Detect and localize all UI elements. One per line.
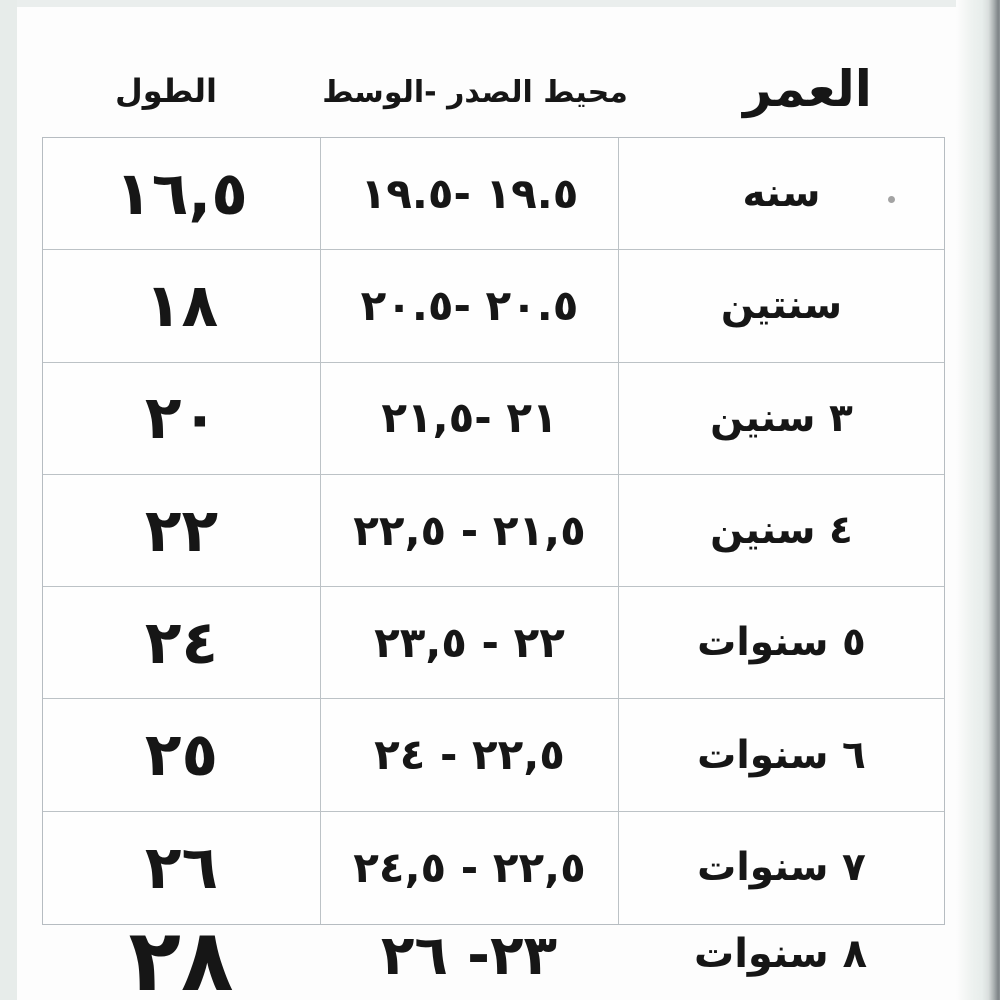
chest-waist-range-cell: ٢٢,٥ - ٢٤: [321, 699, 619, 812]
column-header-age: العمر: [743, 60, 872, 118]
age-cell: ٤ سنين: [619, 475, 944, 588]
length-cell: ٢٦: [43, 811, 321, 925]
length-cell-partial: ٢٨: [128, 911, 234, 1000]
chest-waist-range-cell: ٢٠.٥ -٢٠.٥: [321, 250, 619, 363]
length-cell: ١٨: [43, 250, 321, 363]
column-header-chest-waist: محيط الصدر -الوسط: [322, 75, 628, 110]
age-cell: ٣ سنين: [619, 363, 944, 475]
length-cell: ٢٤: [43, 587, 321, 700]
left-edge-strip: [0, 0, 17, 1000]
age-cell: سنه: [619, 138, 944, 251]
age-cell: ٧ سنوات: [697, 845, 866, 891]
size-table: ١٦,٥ ١٩.٥ -١٩.٥ سنه ١٨ ٢٠.٥ -٢٠.٥ سنتين …: [42, 137, 945, 926]
length-cell: ٢٥: [43, 699, 321, 812]
top-edge-band: [0, 0, 1000, 7]
length-cell: ٢٠: [43, 362, 321, 475]
age-cell: سنتين: [619, 250, 944, 363]
length-cell: ١٦,٥: [43, 138, 321, 251]
column-header-length: الطول: [115, 72, 217, 110]
chest-waist-range-cell-partial: ٢٣- ٢٦: [380, 923, 558, 987]
chest-waist-range-cell: ٢٢,٥ - ٢٤,٥: [321, 811, 619, 925]
chest-waist-range-cell: ٢١ -٢١,٥: [321, 362, 619, 475]
age-cell-partial: ٨ سنوات: [694, 931, 867, 977]
chest-waist-range-cell: ١٩.٥ -١٩.٥: [321, 138, 619, 251]
age-cell: ٥ سنوات: [619, 587, 944, 700]
length-cell: ٢٢: [43, 474, 321, 588]
scan-speck: [888, 196, 895, 203]
age-cell: ٦ سنوات: [619, 699, 944, 812]
right-edge-strip: [956, 0, 1000, 1000]
chest-waist-range-cell: ٢١,٥ - ٢٢,٥: [321, 474, 619, 588]
chest-waist-range-cell: ٢٢ - ٢٣,٥: [321, 587, 619, 700]
